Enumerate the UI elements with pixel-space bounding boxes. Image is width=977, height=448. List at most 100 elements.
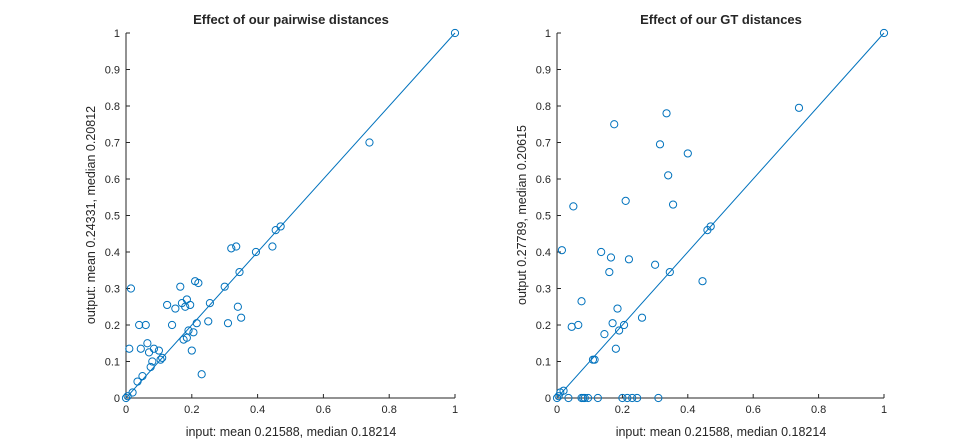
data-point (605, 267, 614, 277)
data-point (125, 344, 134, 353)
x-tick-label: 0.8 (382, 404, 397, 416)
data-point (557, 246, 567, 255)
x-tick-label: 0.6 (746, 404, 761, 416)
data-point (138, 372, 147, 381)
data-point (146, 362, 155, 372)
y-axis-label: output: mean 0.24331, median 0.20812 (84, 106, 98, 324)
chart-title: Effect of our GT distances (640, 12, 802, 27)
data-point (564, 393, 573, 403)
x-tick-label: 1 (881, 404, 887, 416)
data-point (121, 393, 131, 403)
ticks-group: 0 0.2 0.4 0.6 0.8 1 0 0.1 0.2 0.3 0.4 0.5 0.6 0.7 0.8 0… (536, 28, 887, 416)
data-point (251, 247, 261, 257)
markers-group (552, 28, 889, 403)
y-tick-label: 0.4 (105, 247, 120, 259)
data-point (233, 302, 242, 311)
data-point (590, 355, 599, 364)
data-point (205, 299, 214, 308)
data-point (668, 200, 678, 209)
data-point (633, 393, 642, 403)
data-point (186, 300, 195, 310)
data-point (665, 267, 674, 277)
data-point (149, 344, 159, 353)
data-point (662, 109, 671, 118)
reference-line (556, 32, 885, 399)
y-tick-label: 0.9 (105, 65, 120, 77)
y-tick-label: 0.9 (536, 65, 551, 77)
y-tick-label: 0.4 (536, 247, 551, 259)
data-point (184, 326, 193, 335)
data-point (182, 295, 191, 304)
data-point (628, 393, 637, 403)
data-point (615, 326, 624, 335)
data-point (143, 339, 152, 348)
y-tick-label: 0.2 (536, 320, 551, 332)
data-point (135, 320, 144, 330)
data-point (651, 260, 660, 269)
data-point (559, 386, 568, 395)
ticks-group: 0 0.2 0.4 0.6 0.8 1 0 0.1 0.2 0.3 0.4 0.5 0.6 0.7 0.8 0… (105, 28, 458, 416)
data-point (706, 222, 715, 231)
chart-title: Effect of our pairwise distances (193, 12, 389, 27)
y-tick-label: 0 (545, 393, 551, 405)
data-point (220, 282, 229, 291)
data-point (618, 393, 627, 403)
y-tick-label: 0.2 (105, 320, 120, 332)
data-point (141, 320, 150, 330)
data-point (554, 392, 563, 401)
data-point (232, 242, 241, 251)
data-point (237, 313, 246, 322)
x-tick-label: 0.8 (811, 404, 826, 416)
y-tick-label: 0.7 (536, 138, 551, 150)
data-point (637, 313, 647, 322)
data-point (276, 222, 285, 231)
data-point (613, 304, 622, 313)
y-tick-label: 1 (114, 28, 120, 40)
x-tick-label: 0.4 (250, 404, 265, 416)
data-point (235, 267, 244, 277)
x-tick-label: 0.2 (184, 404, 199, 416)
data-point (194, 278, 203, 288)
data-point (698, 277, 707, 286)
x-tick-label: 0 (123, 404, 129, 416)
data-point (655, 140, 665, 149)
y-tick-label: 0.8 (536, 101, 551, 113)
data-point (144, 348, 154, 357)
x-tick-label: 0.4 (680, 404, 695, 416)
data-point (621, 196, 630, 205)
data-point (654, 393, 663, 403)
data-point (683, 149, 692, 158)
data-point (128, 388, 137, 397)
y-tick-label: 0 (114, 393, 120, 405)
data-point (664, 171, 673, 180)
y-tick-label: 0.5 (536, 211, 551, 223)
data-point (879, 28, 889, 38)
scatter-panel-gt: Effect of our GT distances input: mean 0… (515, 12, 889, 439)
data-point (600, 330, 609, 339)
data-point (167, 320, 177, 330)
data-point (606, 253, 616, 262)
x-tick-label: 0.6 (316, 404, 331, 416)
data-point (365, 138, 374, 147)
data-point (593, 393, 602, 403)
data-point (187, 346, 196, 355)
data-point (610, 120, 619, 129)
y-tick-label: 0.7 (105, 138, 120, 150)
x-tick-label: 0 (554, 404, 560, 416)
data-point (583, 393, 593, 403)
data-point (148, 357, 157, 366)
data-point (597, 247, 606, 257)
data-point (268, 242, 277, 251)
data-point (223, 319, 233, 328)
scatter-panel-pairwise: Effect of our pairwise distances input: … (84, 12, 460, 439)
data-point (611, 344, 620, 353)
x-tick-label: 0.2 (615, 404, 630, 416)
data-point (794, 103, 804, 112)
data-point (156, 355, 165, 364)
data-point (192, 319, 201, 328)
data-point (227, 244, 236, 253)
data-point (197, 370, 206, 379)
y-tick-label: 0.8 (105, 101, 120, 113)
y-tick-label: 0.6 (536, 174, 551, 186)
